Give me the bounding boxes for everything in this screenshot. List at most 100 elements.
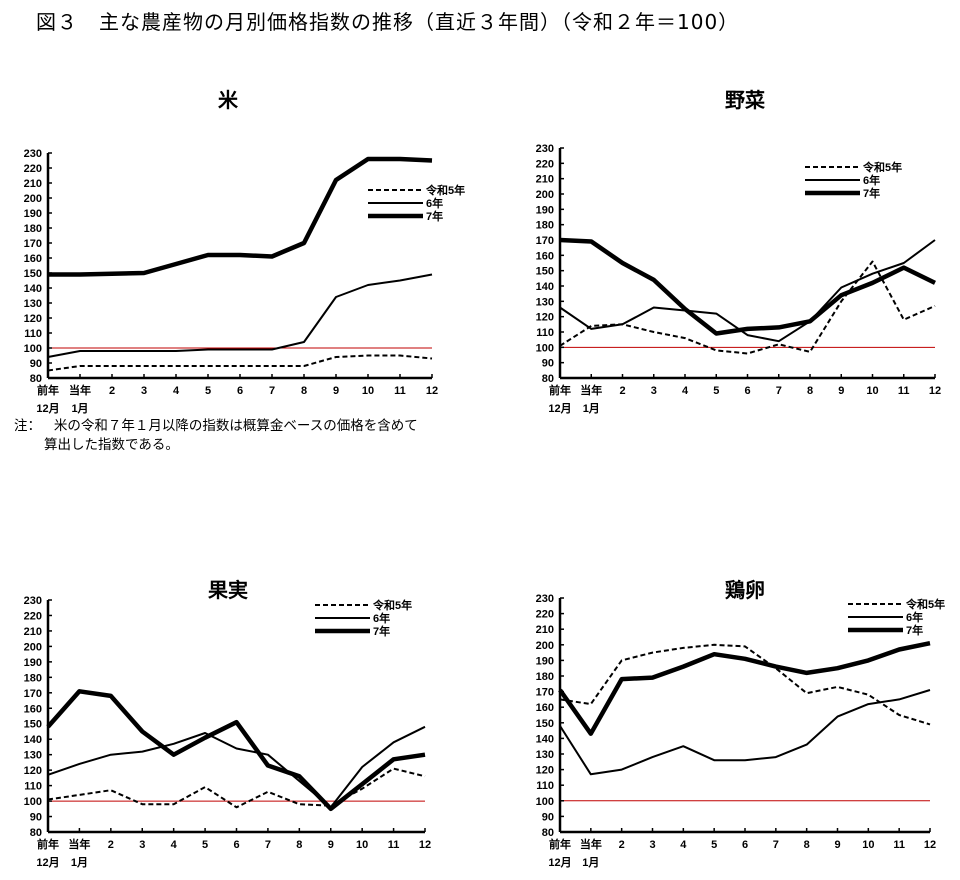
series-line-thin [559, 689, 931, 776]
x-tick-label: 4 [680, 839, 687, 851]
series-line-thin [559, 239, 936, 343]
y-tick-label: 210 [24, 178, 42, 190]
legend-label: 7年 [373, 624, 390, 638]
y-tick-label: 90 [30, 358, 42, 370]
x-tick-label: 8 [301, 385, 307, 397]
y-tick-label: 150 [536, 718, 554, 730]
x-tick-label: 10 [356, 839, 368, 851]
y-tick-label: 210 [536, 174, 554, 186]
y-tick-label: 110 [536, 327, 554, 339]
x-tick-label: 2 [108, 839, 114, 851]
y-tick-label: 80 [30, 827, 42, 839]
x-tick-label: 11 [893, 839, 905, 851]
x-tick-label: 7 [269, 385, 275, 397]
y-tick-label: 220 [24, 610, 42, 622]
y-tick-label: 160 [24, 703, 42, 715]
x-tick-label: 当年 [580, 383, 602, 397]
y-tick-label: 120 [536, 765, 554, 777]
y-tick-label: 180 [536, 220, 554, 232]
y-tick-label: 80 [542, 373, 554, 385]
y-tick-label: 200 [536, 640, 554, 652]
y-tick-label: 120 [24, 313, 42, 325]
line-chart-3: 8090100110120130140150160170180190200210… [536, 593, 945, 869]
y-tick-label: 160 [24, 253, 42, 265]
y-tick-label: 170 [24, 688, 42, 700]
series-line-thin [47, 273, 433, 358]
y-tick-label: 140 [24, 734, 42, 746]
x-tick-label-sub: 12月 [548, 402, 571, 415]
y-tick-label: 190 [536, 204, 554, 216]
x-tick-label: 8 [296, 839, 302, 851]
x-tick-label: 9 [838, 385, 844, 397]
y-tick-label: 150 [536, 266, 554, 278]
series-line-thick [46, 689, 426, 812]
y-tick-label: 220 [24, 163, 42, 175]
x-tick-label: 3 [651, 385, 657, 397]
series-line-thick [48, 156, 433, 277]
y-tick-label: 230 [536, 593, 554, 605]
footnote-label: 注： [14, 418, 41, 434]
x-tick-label-sub: 1月 [71, 856, 88, 869]
y-tick-label: 190 [536, 655, 554, 667]
y-tick-label: 220 [536, 158, 554, 170]
x-tick-label: 8 [807, 385, 813, 397]
y-tick-label: 180 [536, 671, 554, 683]
y-tick-label: 170 [24, 238, 42, 250]
y-tick-label: 180 [24, 672, 42, 684]
x-tick-label-sub: 12月 [36, 856, 59, 869]
x-tick-label: 5 [202, 839, 208, 851]
y-tick-label: 220 [536, 609, 554, 621]
x-tick-label: 前年 [549, 837, 571, 851]
x-tick-label: 前年 [37, 383, 59, 397]
y-tick-label: 170 [536, 687, 554, 699]
y-tick-label: 180 [24, 223, 42, 235]
line-chart-1: 8090100110120130140150160170180190200210… [536, 143, 941, 415]
y-tick-label: 80 [542, 827, 554, 839]
y-tick-label: 90 [30, 812, 42, 824]
x-tick-label-sub: 1月 [71, 402, 88, 415]
footnote-line-2: 算出した指数である。 [44, 437, 179, 453]
y-tick-label: 140 [536, 733, 554, 745]
legend-label: 6年 [906, 610, 923, 624]
legend-label: 令和5年 [372, 598, 412, 612]
x-tick-label: 11 [388, 839, 400, 851]
legend-label: 6年 [863, 173, 880, 187]
series-line-dashed [47, 767, 426, 809]
x-tick-label-sub: 1月 [582, 856, 599, 869]
x-tick-label: 12 [929, 385, 941, 397]
legend-label: 6年 [426, 196, 443, 210]
x-tick-label: 7 [265, 839, 271, 851]
y-tick-label: 210 [536, 624, 554, 636]
y-tick-label: 130 [24, 750, 42, 762]
x-tick-label: 10 [362, 385, 374, 397]
y-tick-label: 230 [24, 595, 42, 607]
y-tick-label: 100 [536, 796, 554, 808]
chart-title-rice: 米 [218, 88, 238, 112]
series-line-thick [558, 640, 931, 736]
y-tick-label: 130 [536, 749, 554, 761]
series-line-thick [559, 237, 936, 336]
line-chart-2: 8090100110120130140150160170180190200210… [24, 595, 431, 869]
x-tick-label-sub: 12月 [548, 856, 571, 869]
y-tick-label: 190 [24, 657, 42, 669]
y-tick-label: 110 [24, 328, 42, 340]
y-tick-label: 90 [542, 811, 554, 823]
x-tick-label-sub: 12月 [36, 402, 59, 415]
x-tick-label: 6 [744, 385, 750, 397]
x-tick-label: 5 [713, 385, 719, 397]
y-tick-label: 110 [24, 781, 42, 793]
line-chart-0: 8090100110120130140150160170180190200210… [24, 148, 465, 415]
x-tick-label: 3 [139, 839, 145, 851]
x-tick-label: 当年 [580, 837, 602, 851]
legend-label: 7年 [426, 209, 443, 223]
y-tick-label: 100 [24, 343, 42, 355]
x-tick-label: 5 [711, 839, 717, 851]
y-tick-label: 140 [536, 281, 554, 293]
x-tick-label: 11 [898, 385, 910, 397]
x-tick-label: 6 [742, 839, 748, 851]
y-tick-label: 200 [24, 641, 42, 653]
y-tick-label: 110 [536, 780, 554, 792]
x-tick-label: 11 [394, 385, 406, 397]
footnote-line-1: 米の令和７年１月以降の指数は概算金ベースの価格を含めて [53, 418, 418, 434]
